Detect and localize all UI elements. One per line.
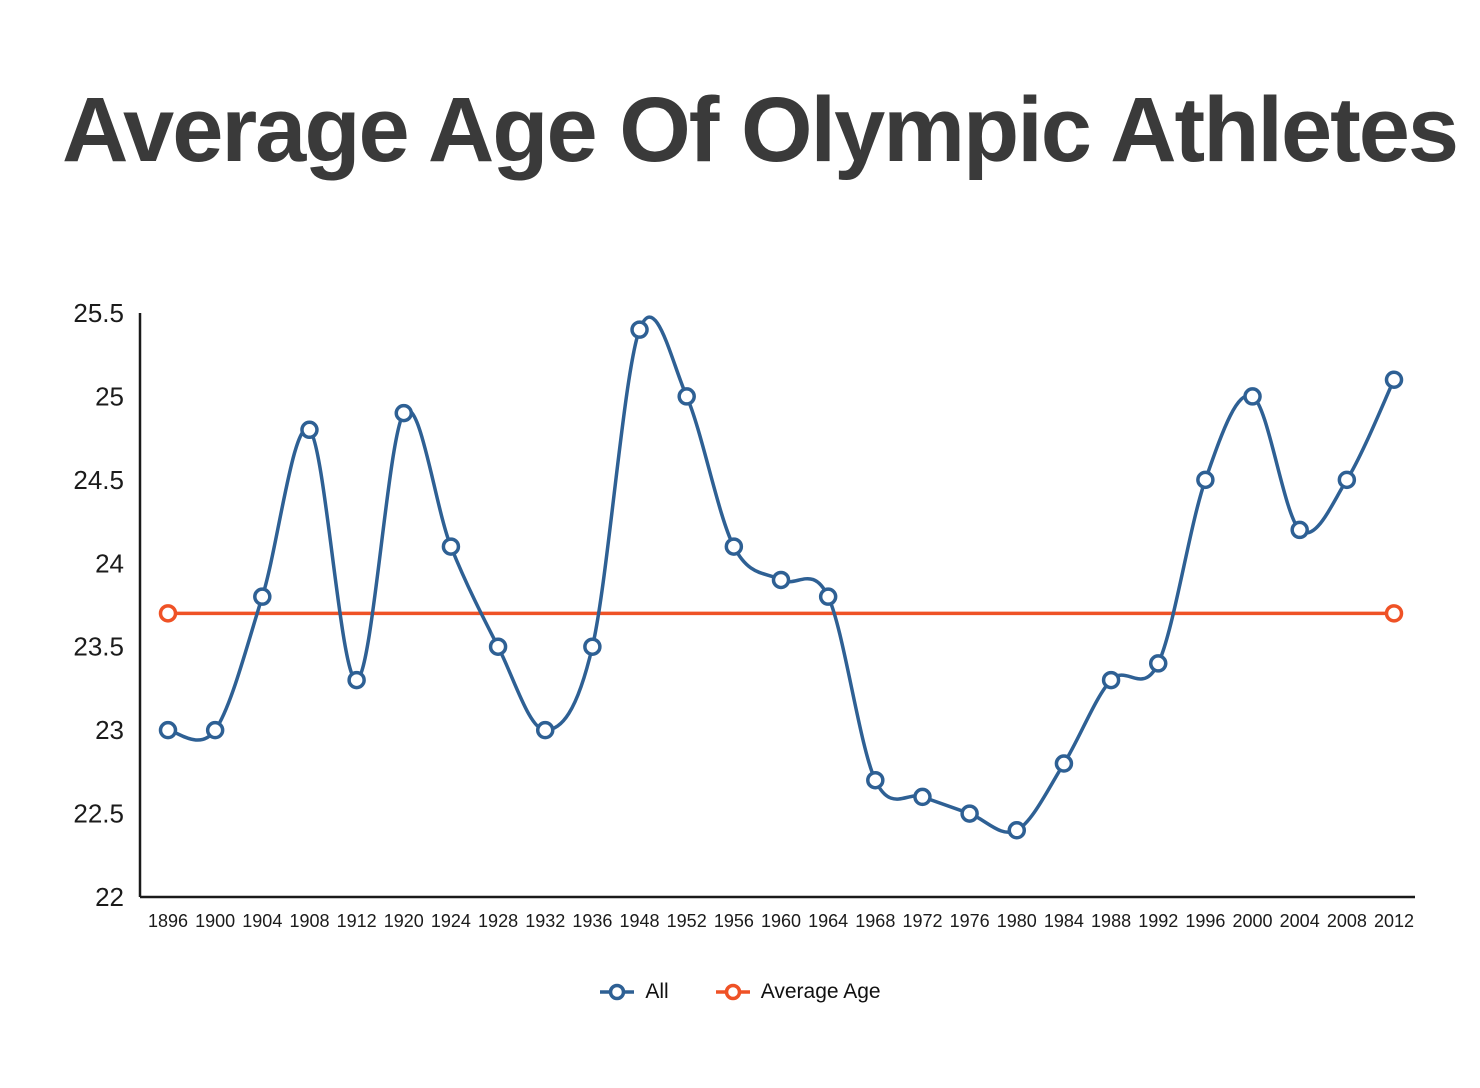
svg-text:1896: 1896 [148, 911, 188, 931]
average-series-marker-icon [715, 983, 750, 1001]
svg-text:2004: 2004 [1280, 911, 1320, 931]
svg-text:1996: 1996 [1185, 911, 1225, 931]
svg-text:1928: 1928 [478, 911, 518, 931]
svg-text:1912: 1912 [337, 911, 377, 931]
legend-label-average: Average Age [760, 980, 881, 1003]
svg-text:1952: 1952 [667, 911, 707, 931]
svg-text:25.5: 25.5 [73, 298, 124, 328]
svg-text:1976: 1976 [950, 911, 990, 931]
svg-text:22: 22 [95, 882, 124, 912]
svg-text:23: 23 [95, 715, 124, 745]
svg-text:24: 24 [95, 548, 124, 578]
all-series-marker-icon [600, 983, 635, 1001]
legend-label-all: All [645, 980, 669, 1003]
svg-text:1904: 1904 [242, 911, 282, 931]
svg-text:2008: 2008 [1327, 911, 1367, 931]
line-chart: 22 22.5 23 23.5 24 24.5 25 25.5 1896 1900 1904 1908… [73, 298, 1415, 931]
svg-text:1920: 1920 [384, 911, 424, 931]
svg-text:1960: 1960 [761, 911, 801, 931]
svg-text:1924: 1924 [431, 911, 471, 931]
legend-item-all: All [599, 980, 669, 1004]
svg-text:1908: 1908 [289, 911, 329, 931]
svg-text:22.5: 22.5 [73, 799, 124, 829]
svg-text:1948: 1948 [620, 911, 660, 931]
svg-text:1968: 1968 [855, 911, 895, 931]
svg-text:1984: 1984 [1044, 911, 1084, 931]
svg-text:1936: 1936 [572, 911, 612, 931]
chart-title: Average Age Of Olympic Athletes [62, 79, 1459, 181]
svg-text:23.5: 23.5 [73, 632, 124, 662]
legend-item-average: Average Age [715, 980, 881, 1004]
svg-text:1900: 1900 [195, 911, 235, 931]
svg-text:1964: 1964 [808, 911, 848, 931]
svg-text:25: 25 [95, 381, 124, 411]
svg-text:1932: 1932 [525, 911, 565, 931]
svg-text:2000: 2000 [1233, 911, 1273, 931]
svg-text:1992: 1992 [1138, 911, 1178, 931]
svg-text:1980: 1980 [997, 911, 1037, 931]
svg-text:1956: 1956 [714, 911, 754, 931]
legend: All Average Age [0, 980, 1480, 1004]
svg-text:2012: 2012 [1374, 911, 1414, 931]
svg-text:1988: 1988 [1091, 911, 1131, 931]
svg-text:24.5: 24.5 [73, 465, 124, 495]
svg-text:1972: 1972 [902, 911, 942, 931]
